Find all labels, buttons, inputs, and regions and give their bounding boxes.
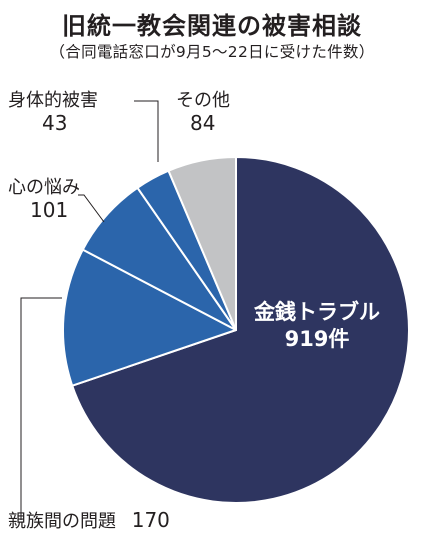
slice-label-kinsen-value: 919件 <box>284 327 350 351</box>
leader-line-shintai <box>134 100 159 162</box>
slice-label-shintai-name: 身体的被害 <box>8 90 98 111</box>
leader-line-kokoro <box>78 194 105 223</box>
pie-slice-shinzoku <box>62 248 237 387</box>
slice-label-kokoro-value: 101 <box>30 198 69 222</box>
pie-slice-kinsen <box>71 156 410 504</box>
slice-label-sonota-name: その他 <box>176 90 230 111</box>
slice-label-shinzoku-name: 親族間の問題 <box>8 511 116 532</box>
slice-label-sonota: その他 84 <box>176 90 230 134</box>
slice-label-shintai-value: 43 <box>42 111 68 135</box>
slice-label-kokoro-name: 心の悩み <box>8 177 80 198</box>
slice-label-kinsen: 金銭トラブル 919件 <box>232 299 402 353</box>
leader-line-shinzoku <box>20 297 62 520</box>
chart-title: 旧統一教会関連の被害相談 <box>62 12 362 40</box>
slice-label-kokoro: 心の悩み 101 <box>8 177 80 221</box>
slice-label-shinzoku: 親族間の問題 170 <box>8 509 170 533</box>
slice-label-sonota-value: 84 <box>190 111 216 135</box>
slice-label-kinsen-name: 金銭トラブル <box>254 300 380 324</box>
slice-label-shintai: 身体的被害 43 <box>8 90 98 134</box>
pie-slice-sonota <box>167 156 237 331</box>
chart-subtitle: （合同電話窓口が9月5〜22日に受けた件数） <box>49 43 375 61</box>
slice-label-shinzoku-value: 170 <box>131 508 170 532</box>
